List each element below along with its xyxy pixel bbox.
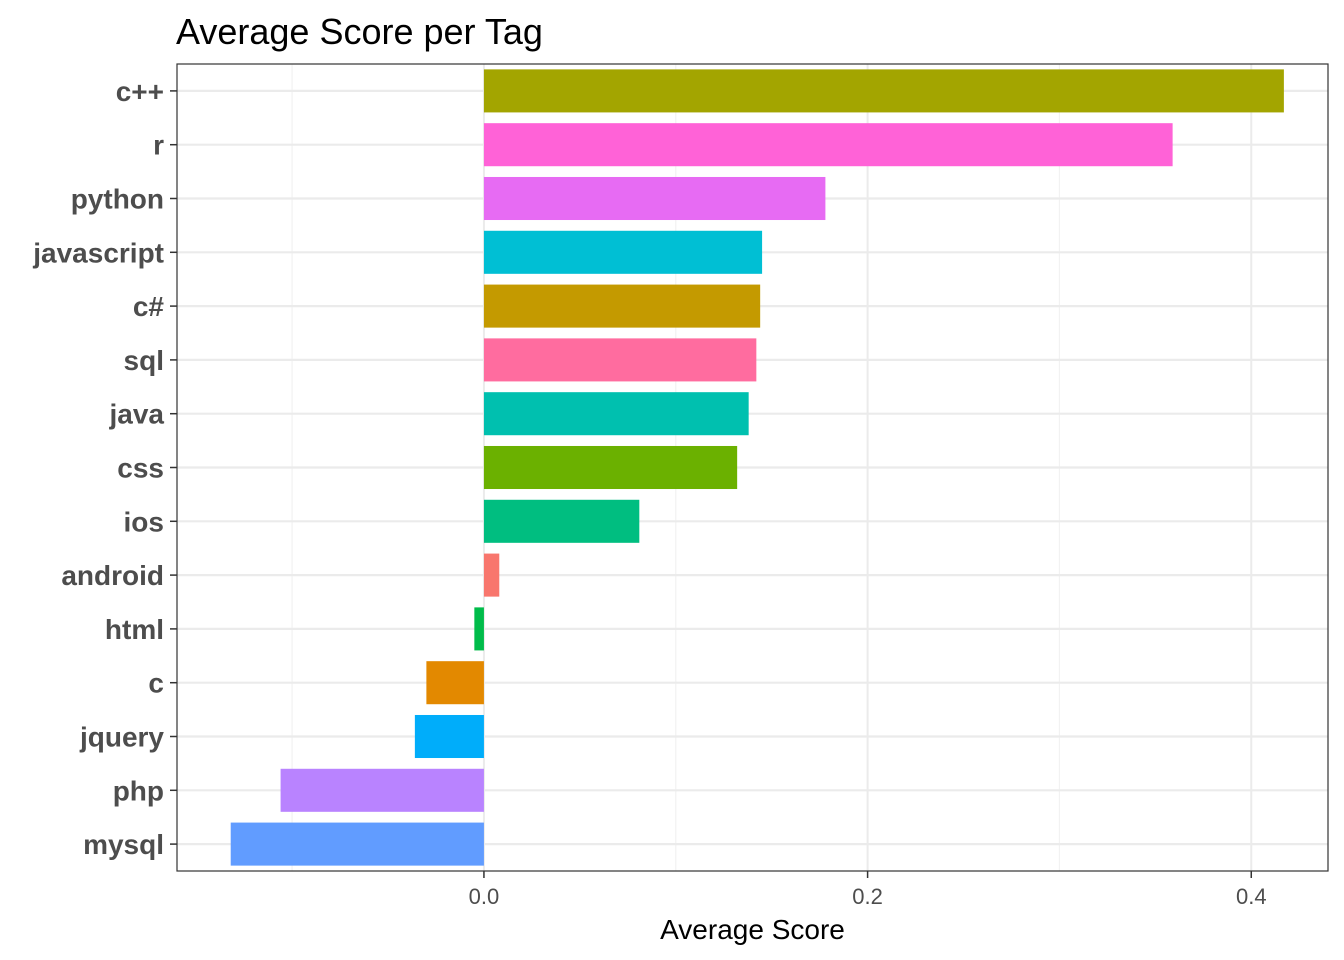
bar-python <box>483 176 826 221</box>
bar-c# <box>483 284 761 328</box>
y-tick-label: java <box>109 399 165 430</box>
x-tick-label: 0.2 <box>852 884 883 909</box>
bars-group <box>230 69 1284 866</box>
bar-c++ <box>483 69 1284 113</box>
y-tick-label: php <box>113 775 164 806</box>
y-tick-label: mysql <box>83 829 164 860</box>
y-tick-label: c <box>148 668 164 699</box>
grid-lines <box>177 64 1328 871</box>
bar-r <box>483 123 1173 167</box>
x-axis: 0.0 0.2 0.4 <box>469 871 1267 909</box>
bar-ios <box>483 499 640 543</box>
y-tick-label: jquery <box>79 722 164 753</box>
y-tick-label: python <box>71 184 164 215</box>
bar-sql <box>483 338 757 382</box>
chart-title: Average Score per Tag <box>176 11 543 52</box>
y-tick-label: c# <box>133 291 165 322</box>
bar-css <box>483 445 738 490</box>
x-tick-label: 0.4 <box>1236 884 1267 909</box>
bar-html <box>474 607 484 651</box>
bar-android <box>483 553 500 597</box>
bar-jquery <box>414 714 484 759</box>
bar-javascript <box>483 230 763 274</box>
y-tick-label: ios <box>124 506 164 537</box>
bar-mysql <box>230 822 484 866</box>
y-tick-label: r <box>153 130 164 161</box>
bar-java <box>483 392 749 436</box>
bar-c <box>426 661 484 705</box>
y-tick-label: c++ <box>116 76 164 107</box>
y-tick-label: sql <box>124 345 164 376</box>
bar-php <box>280 768 484 812</box>
x-axis-label: Average Score <box>660 914 845 945</box>
y-tick-label: android <box>61 560 164 591</box>
y-tick-label: javascript <box>32 237 164 268</box>
y-axis: c++ r python javascript c# sql java css ios andro… <box>32 76 177 860</box>
x-tick-label: 0.0 <box>469 884 500 909</box>
y-tick-label: html <box>105 614 164 645</box>
y-tick-label: css <box>117 453 164 484</box>
